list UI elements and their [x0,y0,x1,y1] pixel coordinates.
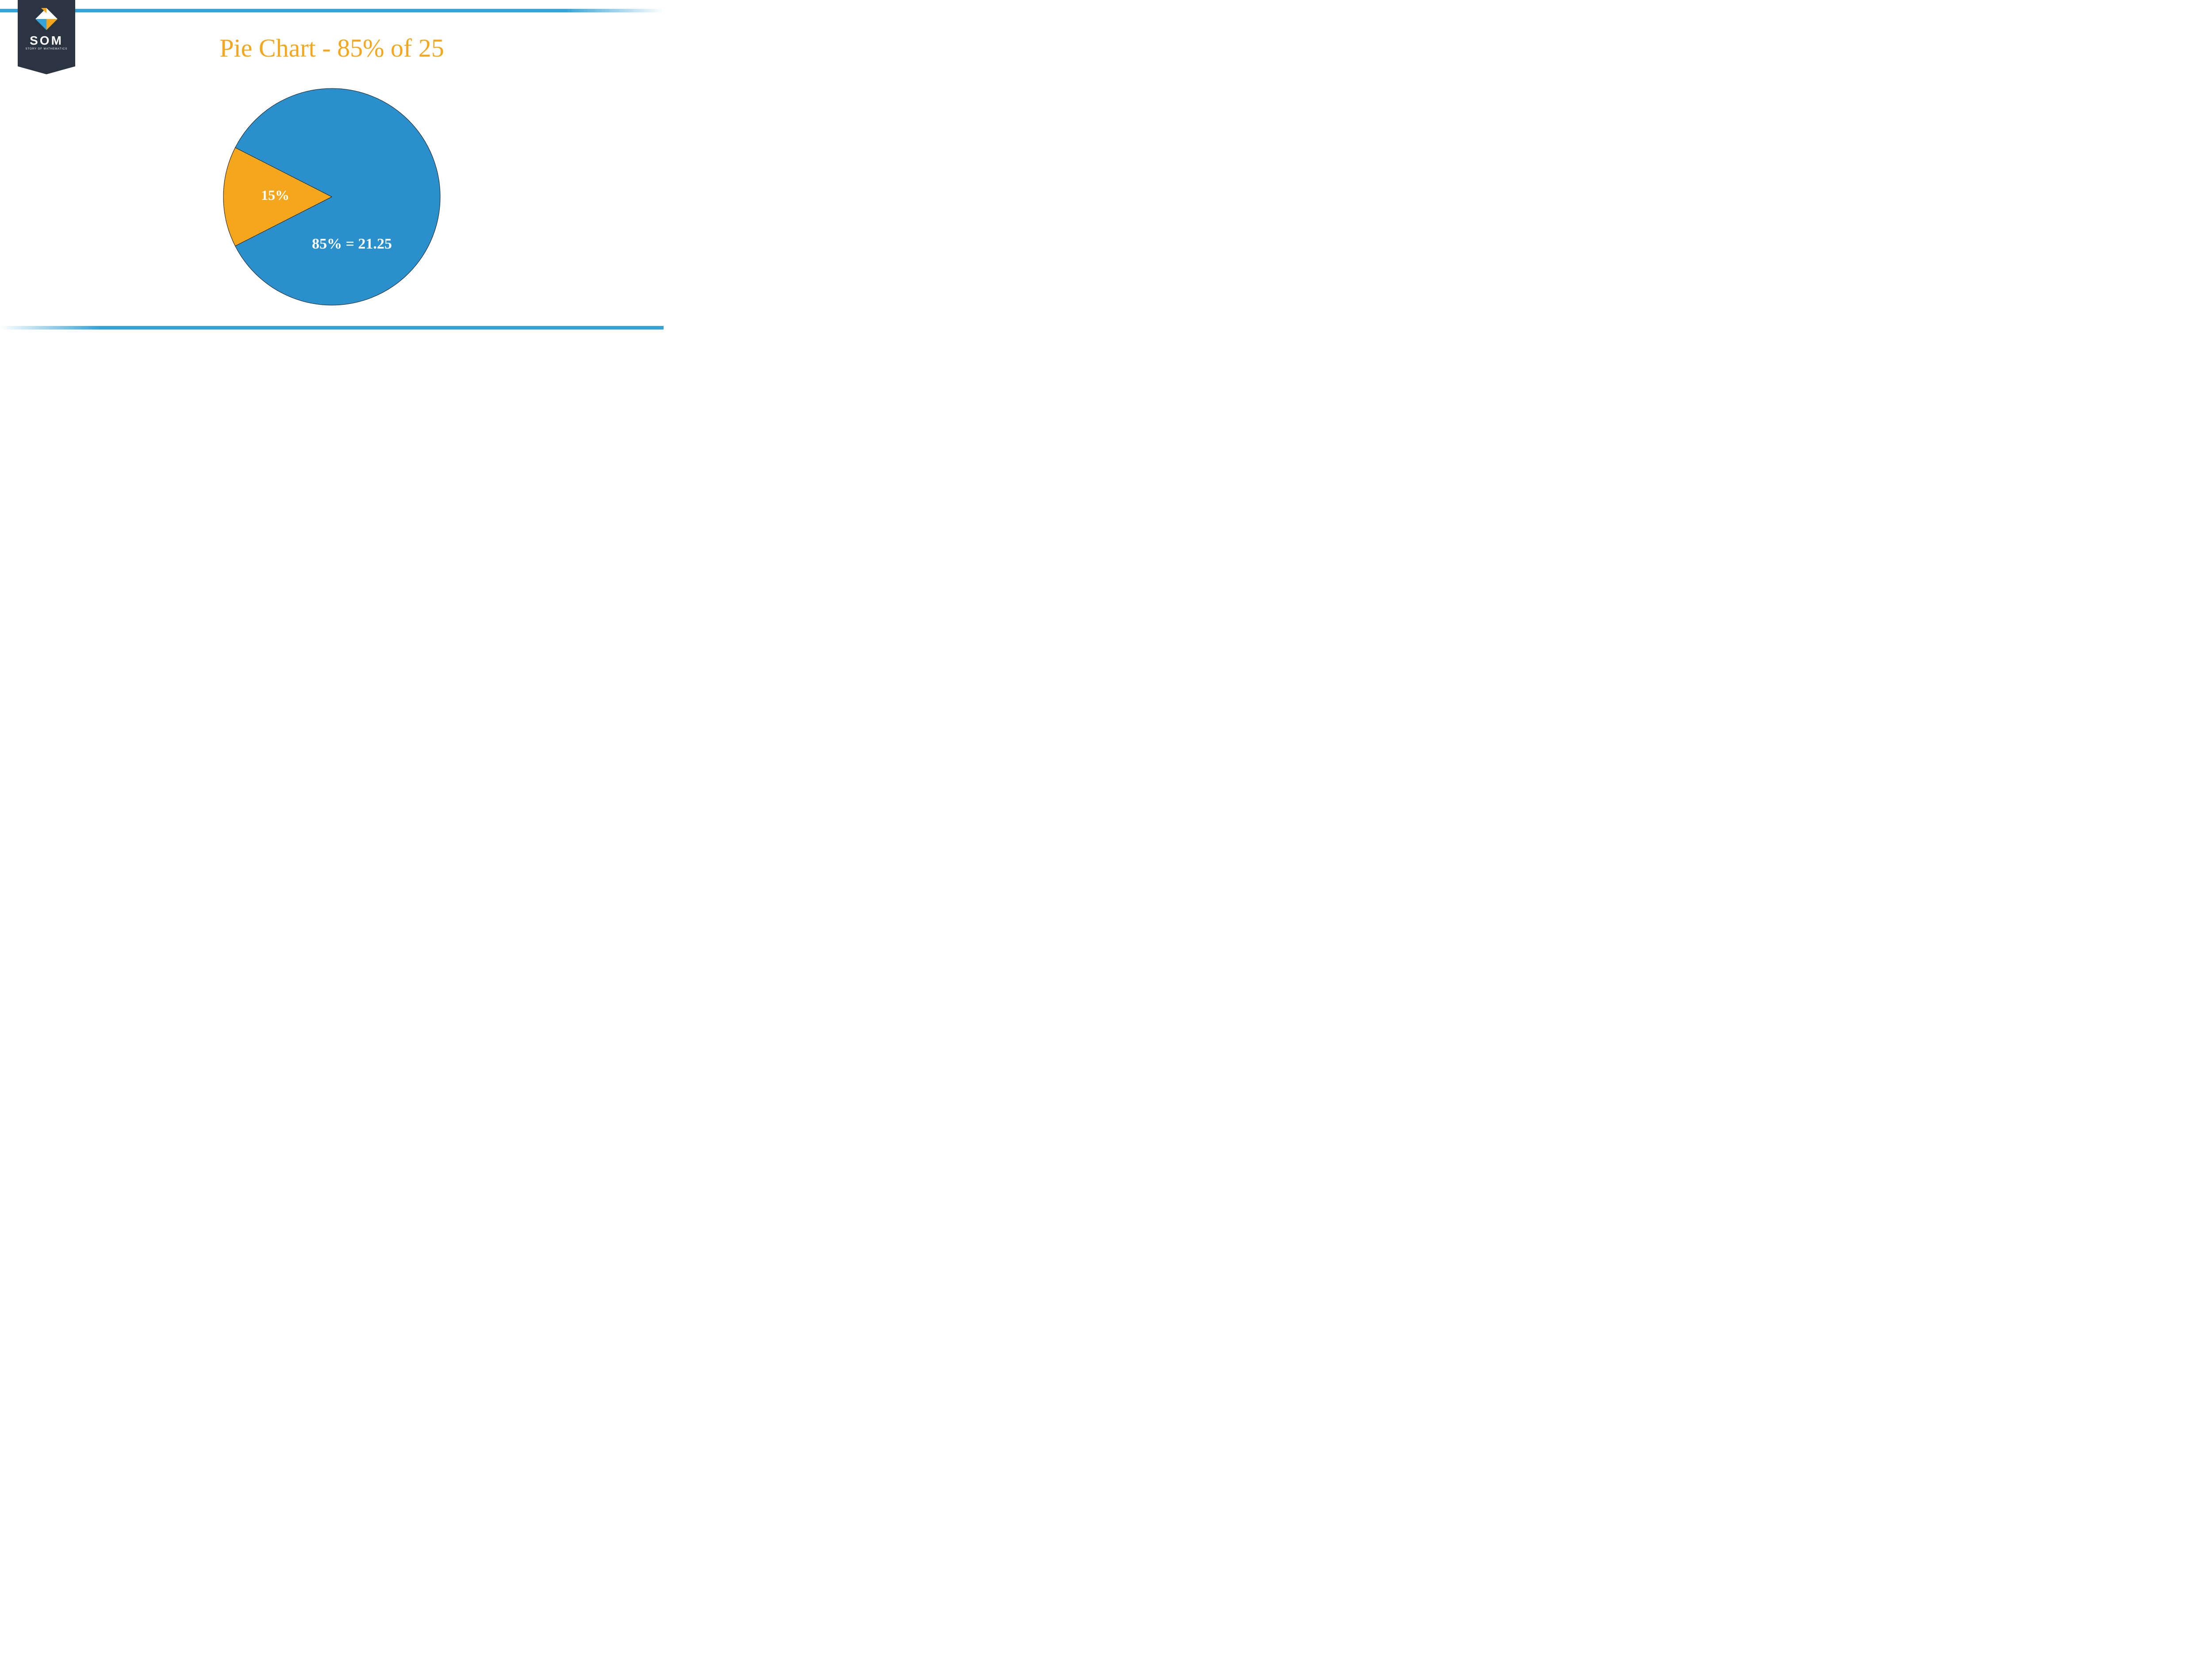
bottom-accent-bar [0,326,664,330]
logo-text: SOM [30,34,63,47]
logo-subtext: STORY OF MATHEMATICS [26,48,68,50]
page-root: SOM STORY OF MATHEMATICS Pie Chart - 85%… [0,0,664,332]
logo-mark-icon [35,8,58,30]
pie-svg [221,86,442,307]
slice-label-15: 15% [261,187,289,203]
chart-title: Pie Chart - 85% of 25 [0,33,664,63]
logo-badge: SOM STORY OF MATHEMATICS [18,0,75,66]
pie-chart: 15% 85% = 21.25 [221,86,442,307]
top-accent-bar [0,9,664,12]
slice-label-85: 85% = 21.25 [312,236,392,253]
